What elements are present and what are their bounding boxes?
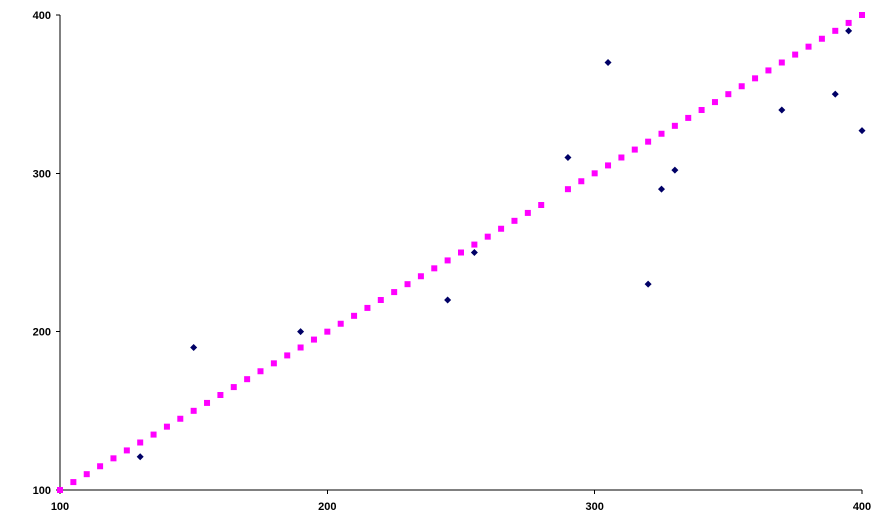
diamond-data-point bbox=[190, 344, 198, 351]
square-data-point bbox=[658, 130, 665, 137]
square-data-point bbox=[310, 336, 317, 343]
square-data-point bbox=[110, 455, 117, 462]
square-data-point bbox=[805, 43, 812, 50]
square-data-point bbox=[417, 273, 424, 280]
y-tick-label: 300 bbox=[33, 168, 51, 180]
diamond-data-point bbox=[658, 185, 665, 193]
square-data-point bbox=[137, 439, 144, 446]
x-tick-label: 300 bbox=[585, 501, 603, 513]
square-data-point bbox=[57, 487, 63, 493]
diamond-data-point bbox=[858, 127, 866, 135]
diamond-data-point bbox=[297, 328, 305, 336]
square-data-point bbox=[511, 217, 518, 224]
diamond-data-point bbox=[604, 59, 612, 66]
square-data-point bbox=[204, 399, 211, 406]
square-data-point bbox=[230, 384, 237, 391]
square-data-point bbox=[765, 67, 772, 74]
square-data-point bbox=[431, 265, 438, 272]
square-data-point bbox=[631, 146, 638, 153]
square-data-point bbox=[845, 19, 852, 26]
square-data-point bbox=[337, 320, 344, 327]
square-data-point bbox=[404, 281, 411, 288]
diamond-data-point bbox=[831, 90, 839, 98]
axes bbox=[56, 14, 863, 494]
square-data-point bbox=[818, 35, 825, 42]
square-data-point bbox=[605, 162, 612, 169]
square-data-point bbox=[685, 114, 692, 121]
square-data-point bbox=[284, 352, 291, 359]
square-data-point bbox=[859, 12, 865, 18]
y-tick-label: 200 bbox=[33, 327, 51, 339]
diamond-data-point bbox=[470, 249, 478, 256]
square-data-point bbox=[671, 122, 678, 129]
square-data-point bbox=[391, 289, 398, 296]
diamond-data-point bbox=[564, 154, 572, 161]
square-data-point bbox=[792, 51, 799, 58]
square-data-point bbox=[244, 376, 251, 383]
square-data-point bbox=[618, 154, 625, 161]
square-data-point bbox=[177, 415, 184, 422]
square-data-point bbox=[270, 360, 277, 367]
square-data-point bbox=[538, 202, 545, 208]
square-data-point bbox=[83, 471, 90, 478]
square-data-point bbox=[591, 170, 598, 177]
diamond-data-point bbox=[136, 453, 144, 461]
diamond-data-point bbox=[444, 296, 452, 304]
diamond-data-point bbox=[644, 280, 652, 288]
x-tick-label: 100 bbox=[51, 501, 69, 513]
square-data-point bbox=[150, 431, 157, 438]
square-data-point bbox=[752, 75, 759, 82]
square-data-point bbox=[738, 83, 745, 90]
x-tick-label: 200 bbox=[318, 501, 336, 513]
square-data-point bbox=[524, 209, 531, 216]
square-data-point bbox=[645, 138, 652, 145]
square-data-point bbox=[578, 178, 585, 185]
square-data-point bbox=[832, 27, 839, 34]
square-data-point bbox=[123, 447, 130, 454]
square-data-point bbox=[711, 99, 718, 106]
square-data-point bbox=[163, 423, 170, 430]
square-data-point bbox=[70, 479, 77, 486]
diamond-data-point bbox=[778, 106, 786, 114]
square-data-point bbox=[498, 225, 505, 232]
square-data-point bbox=[458, 249, 464, 256]
square-data-point bbox=[471, 241, 478, 248]
square-data-point bbox=[698, 107, 705, 113]
square-data-point bbox=[778, 59, 785, 66]
square-data-point bbox=[725, 91, 732, 98]
square-data-point bbox=[257, 368, 264, 375]
square-data-point bbox=[377, 297, 384, 303]
x-tick-label: 400 bbox=[853, 501, 871, 513]
tick-labels: 100 200 300 400 100 200 300 400 bbox=[33, 10, 872, 513]
square-data-point bbox=[484, 233, 491, 240]
diamond-data-point bbox=[671, 166, 679, 174]
data-points bbox=[57, 12, 866, 493]
square-data-point bbox=[351, 312, 358, 319]
square-data-point bbox=[324, 328, 331, 335]
square-data-point bbox=[297, 344, 304, 351]
y-tick-label: 100 bbox=[33, 485, 51, 497]
diamond-data-point bbox=[845, 27, 853, 35]
square-data-point bbox=[564, 186, 571, 193]
square-data-point bbox=[97, 463, 104, 470]
square-data-point bbox=[364, 304, 371, 311]
square-data-point bbox=[444, 257, 451, 264]
square-data-point bbox=[190, 407, 197, 414]
square-data-point bbox=[217, 392, 224, 398]
y-tick-label: 400 bbox=[33, 10, 51, 22]
